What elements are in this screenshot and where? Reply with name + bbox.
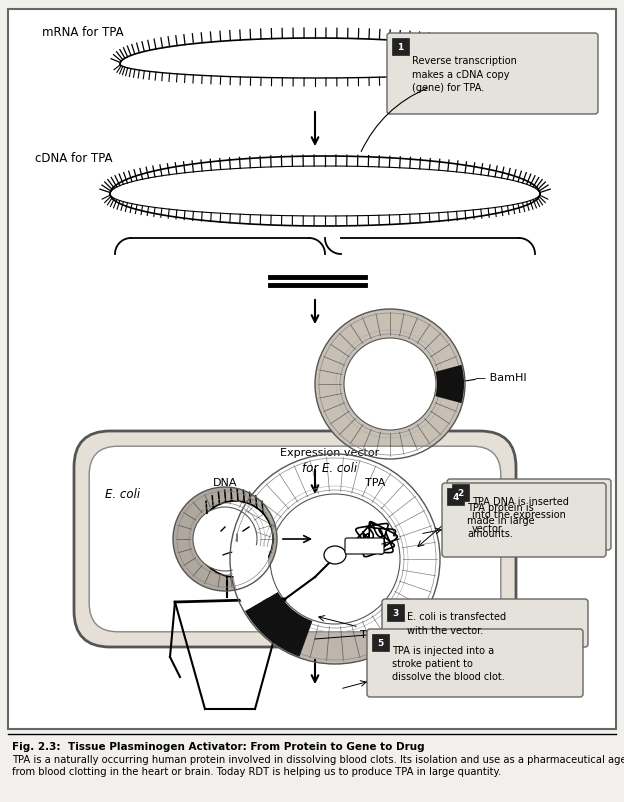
Text: cDNA for TPA: cDNA for TPA	[35, 152, 112, 164]
FancyBboxPatch shape	[442, 484, 606, 557]
Circle shape	[270, 494, 400, 624]
Text: 3: 3	[392, 608, 399, 618]
Wedge shape	[436, 366, 464, 403]
Ellipse shape	[324, 546, 346, 565]
Text: DNA: DNA	[213, 477, 237, 488]
Text: TPA: TPA	[365, 477, 385, 488]
Text: 4: 4	[452, 492, 459, 501]
Text: TPA DNA is inserted
into the expression
vector.: TPA DNA is inserted into the expression …	[472, 496, 569, 533]
Text: TPA protein is
made in large
amounts.: TPA protein is made in large amounts.	[467, 502, 535, 538]
Text: E. coli: E. coli	[105, 488, 140, 500]
Text: E. coli is transfected
with the vector.: E. coli is transfected with the vector.	[407, 612, 506, 635]
FancyBboxPatch shape	[382, 599, 588, 647]
Text: Reverse transcription
makes a cDNA copy
(gene) for TPA.: Reverse transcription makes a cDNA copy …	[412, 56, 517, 92]
Text: Expression vector: Expression vector	[280, 448, 379, 457]
Circle shape	[193, 508, 257, 571]
FancyBboxPatch shape	[392, 39, 409, 56]
Wedge shape	[173, 488, 277, 591]
Text: 1: 1	[397, 43, 404, 52]
FancyBboxPatch shape	[345, 538, 384, 554]
Text: mRNA for TPA: mRNA for TPA	[42, 26, 124, 39]
Text: TPA is injected into a
stroke patient to
dissolve the blood clot.: TPA is injected into a stroke patient to…	[392, 645, 505, 682]
FancyBboxPatch shape	[452, 484, 469, 501]
FancyBboxPatch shape	[8, 10, 616, 729]
FancyBboxPatch shape	[74, 431, 516, 647]
Text: for E. coli: for E. coli	[303, 461, 358, 475]
Circle shape	[344, 338, 436, 431]
Wedge shape	[232, 541, 277, 611]
FancyBboxPatch shape	[372, 634, 389, 651]
Text: 2: 2	[457, 488, 464, 497]
Text: — BamHI: — BamHI	[475, 373, 527, 383]
Wedge shape	[245, 592, 313, 657]
Wedge shape	[230, 455, 440, 664]
Ellipse shape	[190, 530, 200, 549]
FancyBboxPatch shape	[387, 34, 598, 115]
Circle shape	[197, 501, 273, 577]
Wedge shape	[315, 310, 465, 460]
Text: from blood clotting in the heart or brain. Today RDT is helping us to produce TP: from blood clotting in the heart or brai…	[12, 766, 501, 776]
FancyBboxPatch shape	[447, 488, 464, 505]
Ellipse shape	[270, 530, 280, 549]
Text: Fig. 2.3:: Fig. 2.3:	[12, 741, 61, 751]
FancyBboxPatch shape	[89, 447, 501, 632]
FancyBboxPatch shape	[387, 604, 404, 622]
Text: TPA is a naturally occurring human protein involved in dissolving blood clots. I: TPA is a naturally occurring human prote…	[12, 754, 624, 764]
Text: TPA gene: TPA gene	[360, 630, 412, 639]
FancyBboxPatch shape	[447, 480, 611, 550]
Text: 5: 5	[378, 638, 384, 647]
FancyBboxPatch shape	[367, 630, 583, 697]
Text: Tissue Plasminogen Activator: From Protein to Gene to Drug: Tissue Plasminogen Activator: From Prote…	[68, 741, 424, 751]
